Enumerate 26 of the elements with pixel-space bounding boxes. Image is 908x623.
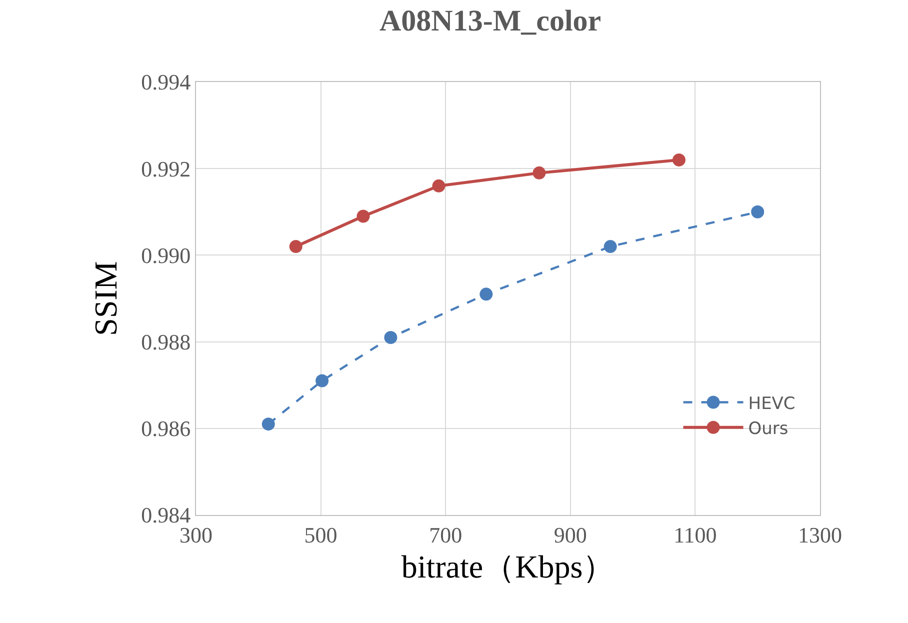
point — [604, 240, 617, 254]
x-tick-label: 700 — [429, 522, 462, 548]
x-axis-title: bitrate（Kbps） — [401, 548, 615, 584]
point — [432, 179, 446, 192]
y-tick-label: 0.994 — [141, 70, 191, 95]
y-tick-label: 0.986 — [141, 416, 191, 442]
legend-label: HEVC — [748, 394, 796, 414]
y-tick-label: 0.990 — [141, 242, 191, 268]
point — [384, 330, 398, 344]
x-tick-label: 900 — [554, 522, 587, 548]
legend-label: Ours — [748, 419, 788, 439]
y-axis-title: SSIM — [87, 261, 124, 336]
x-tick-label: 1300 — [798, 522, 842, 548]
point — [356, 210, 370, 223]
x-tick-label: 1100 — [674, 522, 717, 548]
x-tick-label: 500 — [304, 522, 338, 548]
point — [289, 240, 302, 254]
point — [316, 374, 329, 388]
chart-title: A08N13-M_color — [380, 4, 602, 38]
y-tick-label: 0.992 — [141, 156, 191, 182]
point — [672, 153, 686, 166]
y-tick-label: 0.988 — [141, 330, 191, 354]
point — [480, 288, 493, 301]
point — [751, 205, 764, 218]
point — [262, 418, 275, 431]
point — [532, 166, 546, 180]
